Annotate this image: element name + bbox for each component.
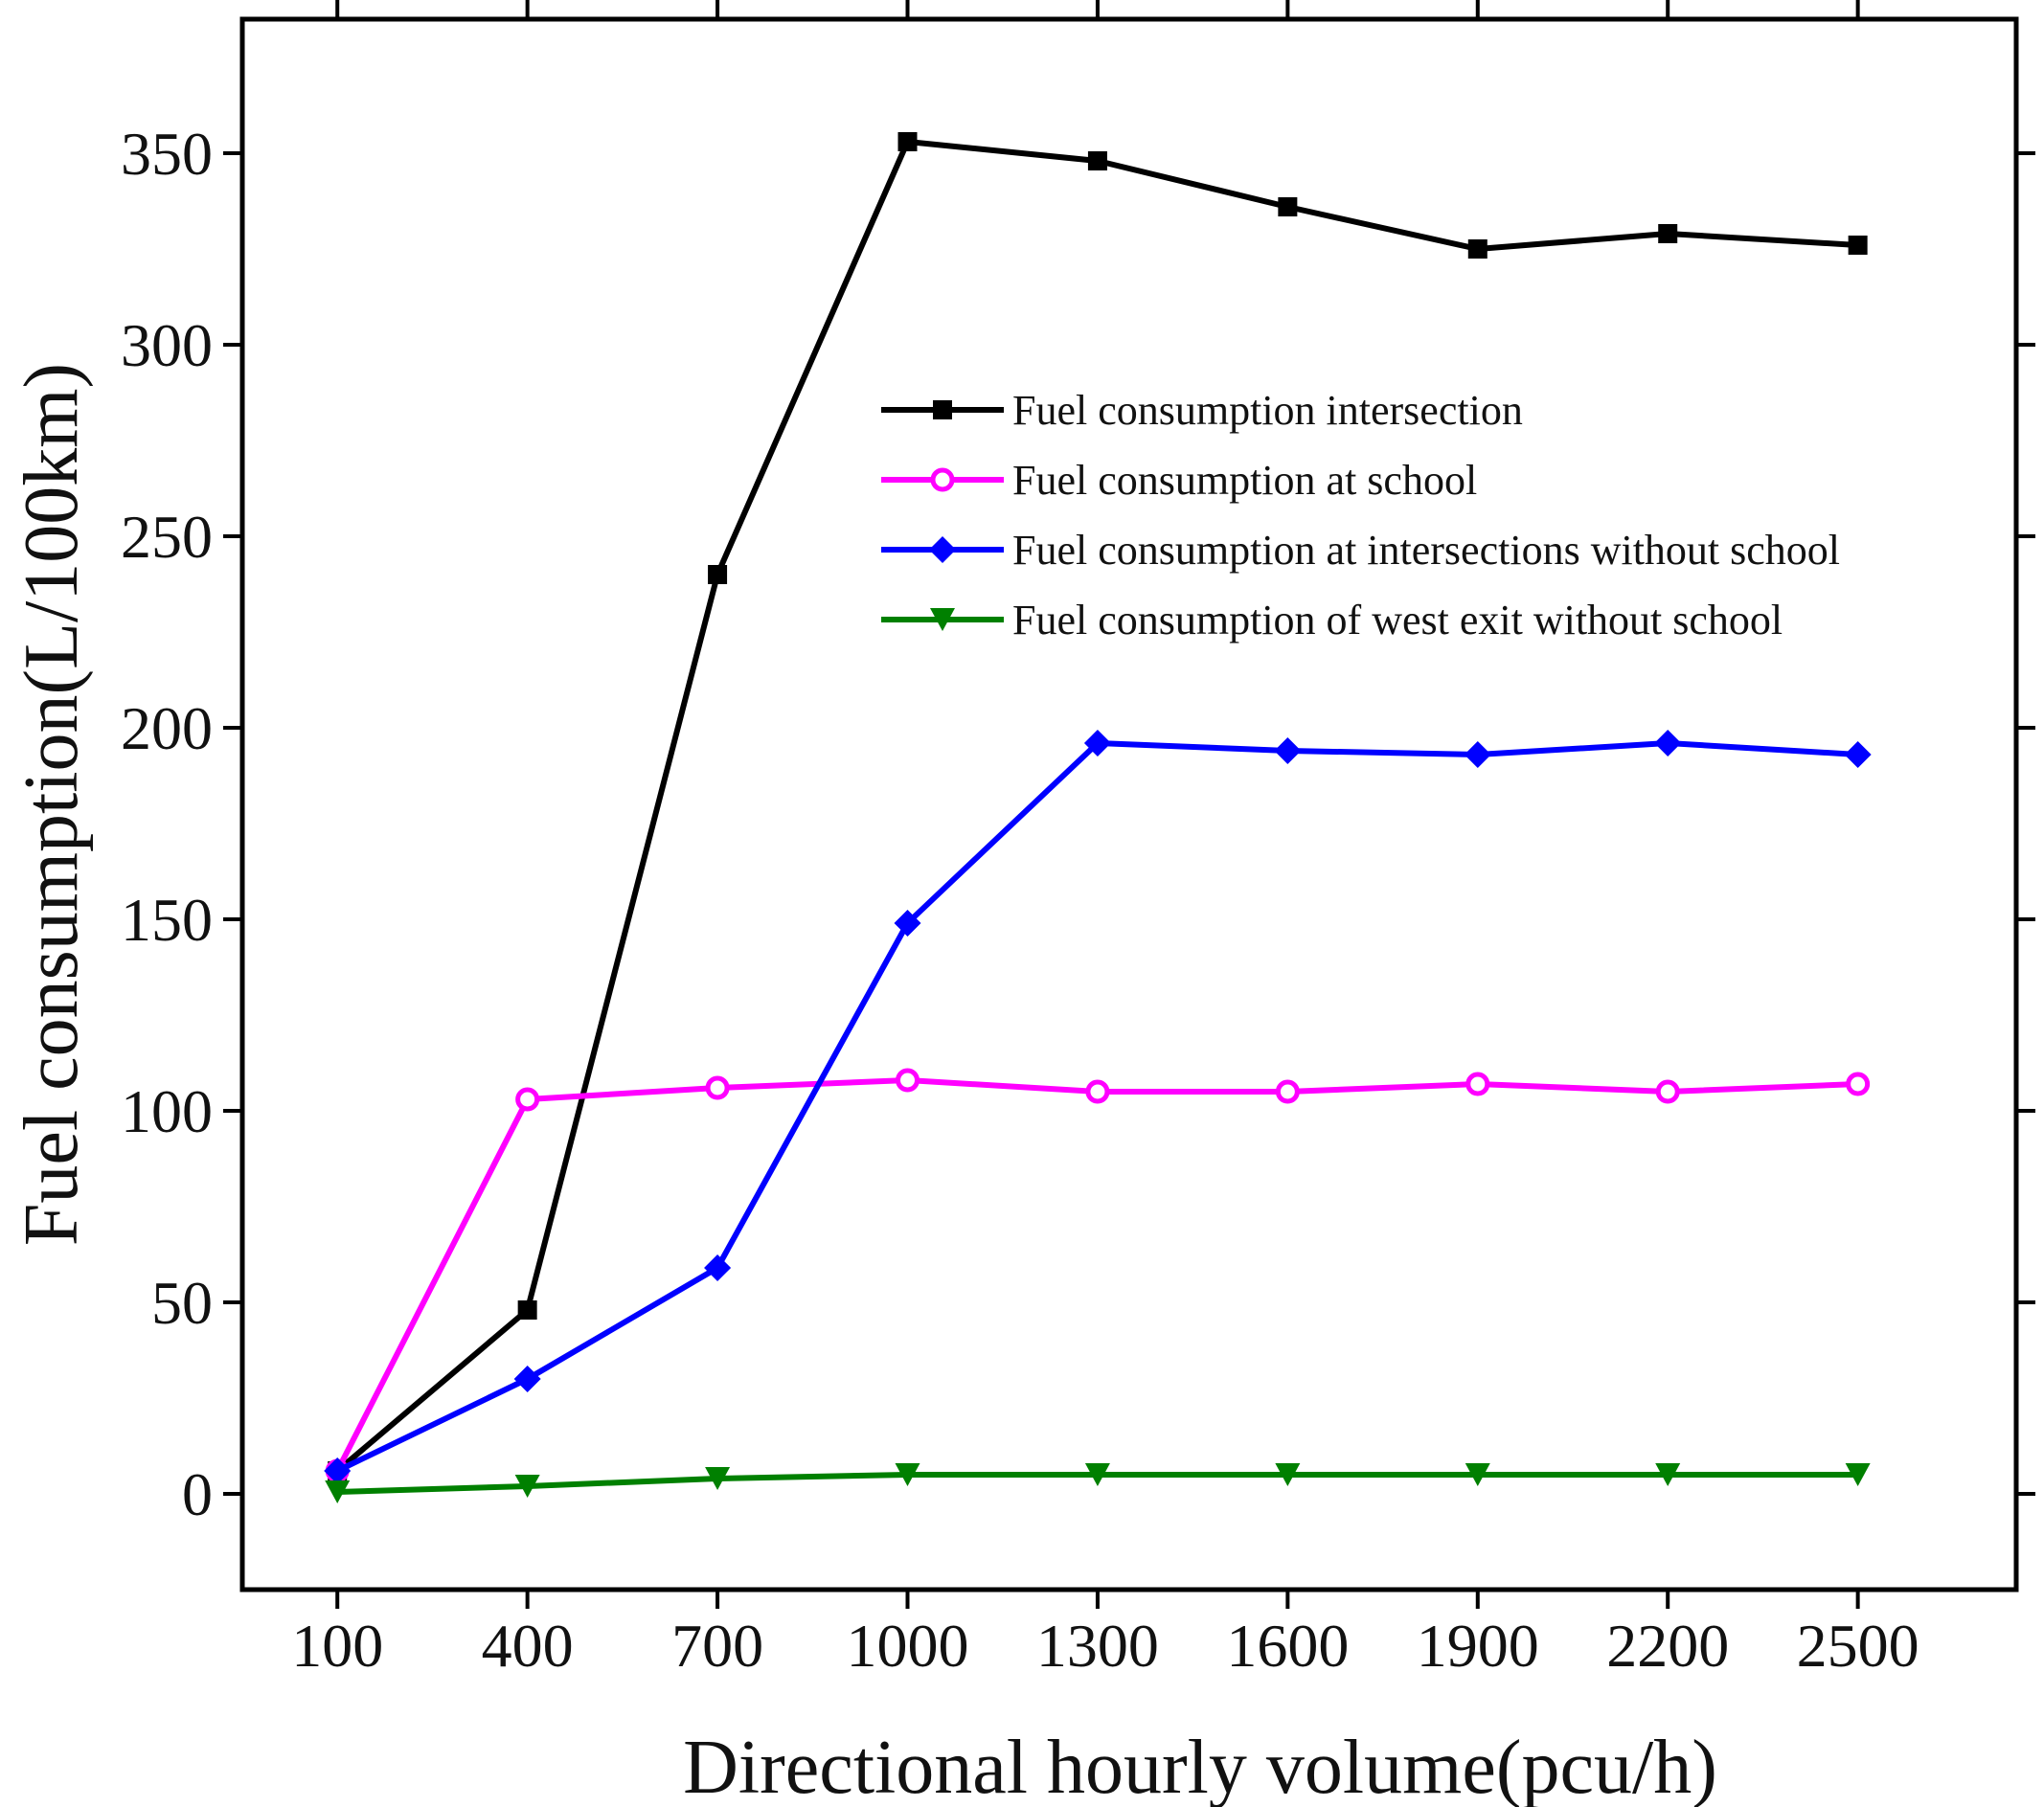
data-point <box>705 1075 730 1100</box>
data-point <box>1845 1463 1871 1486</box>
data-point <box>708 565 728 584</box>
x-tick-label: 1000 <box>847 1612 969 1680</box>
series-fuel-consumption-at-school <box>325 1068 1871 1483</box>
y-tick-label: 200 <box>121 694 213 762</box>
x-tick-label: 100 <box>291 1612 383 1680</box>
data-point <box>897 132 918 151</box>
data-point <box>1084 1463 1110 1486</box>
y-tick-label: 150 <box>121 886 213 954</box>
legend-swatch-marker <box>929 536 956 563</box>
x-tick-label: 1600 <box>1226 1612 1349 1680</box>
data-point <box>1844 741 1872 768</box>
data-point <box>324 1457 352 1484</box>
data-point <box>1275 1463 1301 1486</box>
data-point <box>1465 1072 1490 1096</box>
legend-swatch-marker <box>930 467 955 492</box>
series-fuel-consumption-at-intersections-without-school <box>324 730 1872 1484</box>
data-point <box>1085 1079 1110 1104</box>
y-tick-label: 300 <box>121 311 213 379</box>
legend-swatch-marker <box>933 400 952 419</box>
data-point <box>1275 1079 1300 1104</box>
legend-item: Fuel consumption intersection <box>881 387 1523 434</box>
legend-label: Fuel consumption at intersections withou… <box>1012 527 1840 574</box>
legend-label: Fuel consumption of west exit without sc… <box>1012 597 1783 644</box>
x-tick-label: 1300 <box>1036 1612 1159 1680</box>
y-tick-label: 50 <box>151 1269 213 1337</box>
legend-item: Fuel consumption of west exit without sc… <box>881 597 1783 644</box>
legend-item: Fuel consumption at intersections withou… <box>881 527 1840 574</box>
data-point <box>517 1300 537 1320</box>
series-layer <box>324 132 1872 1503</box>
data-point <box>514 1475 540 1498</box>
x-axis-title: Directional hourly volume(pcu/h) <box>683 1726 1717 1807</box>
y-axis-title: Fuel consumption(L/100km) <box>10 363 94 1246</box>
data-point <box>1464 741 1491 768</box>
legend: Fuel consumption intersection Fuel consum… <box>881 387 1840 644</box>
x-tick-label: 700 <box>671 1612 763 1680</box>
data-point <box>1846 1072 1871 1096</box>
data-point <box>325 1480 351 1503</box>
data-point <box>1087 151 1107 170</box>
data-point <box>1465 1463 1490 1486</box>
series-line <box>335 139 1858 1474</box>
data-point <box>1655 1079 1680 1104</box>
series-fuel-consumption-of-west-exit-without-school <box>325 1463 1871 1503</box>
data-point <box>1467 239 1488 259</box>
x-tick-label: 2200 <box>1606 1612 1729 1680</box>
series-line <box>335 740 1858 1474</box>
x-tick-label: 400 <box>482 1612 574 1680</box>
data-point <box>1274 737 1302 764</box>
data-point <box>1658 224 1678 243</box>
data-point <box>1278 197 1298 216</box>
y-tick-label: 250 <box>121 503 213 571</box>
data-point <box>896 1068 920 1093</box>
data-point <box>705 1467 731 1490</box>
data-point <box>894 910 921 937</box>
legend-item: Fuel consumption at school <box>881 457 1477 504</box>
ticks-layer: 100 400 700 1000 1300 1600 1900 2200 2500 0 50 100 1… <box>121 0 2035 1680</box>
data-point <box>1848 236 1868 255</box>
data-point <box>513 1366 541 1392</box>
data-point <box>1654 730 1682 757</box>
data-point <box>1655 1463 1681 1486</box>
data-point <box>895 1463 920 1486</box>
data-point <box>1083 730 1111 757</box>
legend-label: Fuel consumption at school <box>1012 457 1477 504</box>
x-tick-label: 1900 <box>1417 1612 1539 1680</box>
series-line <box>334 1077 1858 1473</box>
series-fuel-consumption-intersection <box>328 132 1868 1480</box>
plot-frame <box>239 16 2019 1592</box>
y-tick-label: 100 <box>121 1077 213 1145</box>
data-point <box>704 1254 732 1281</box>
x-tick-label: 2500 <box>1797 1612 1919 1680</box>
y-tick-label: 350 <box>121 120 213 188</box>
data-point <box>515 1087 540 1112</box>
y-tick-label: 0 <box>182 1460 213 1528</box>
legend-swatch-marker <box>930 608 955 631</box>
legend-label: Fuel consumption intersection <box>1012 387 1523 434</box>
